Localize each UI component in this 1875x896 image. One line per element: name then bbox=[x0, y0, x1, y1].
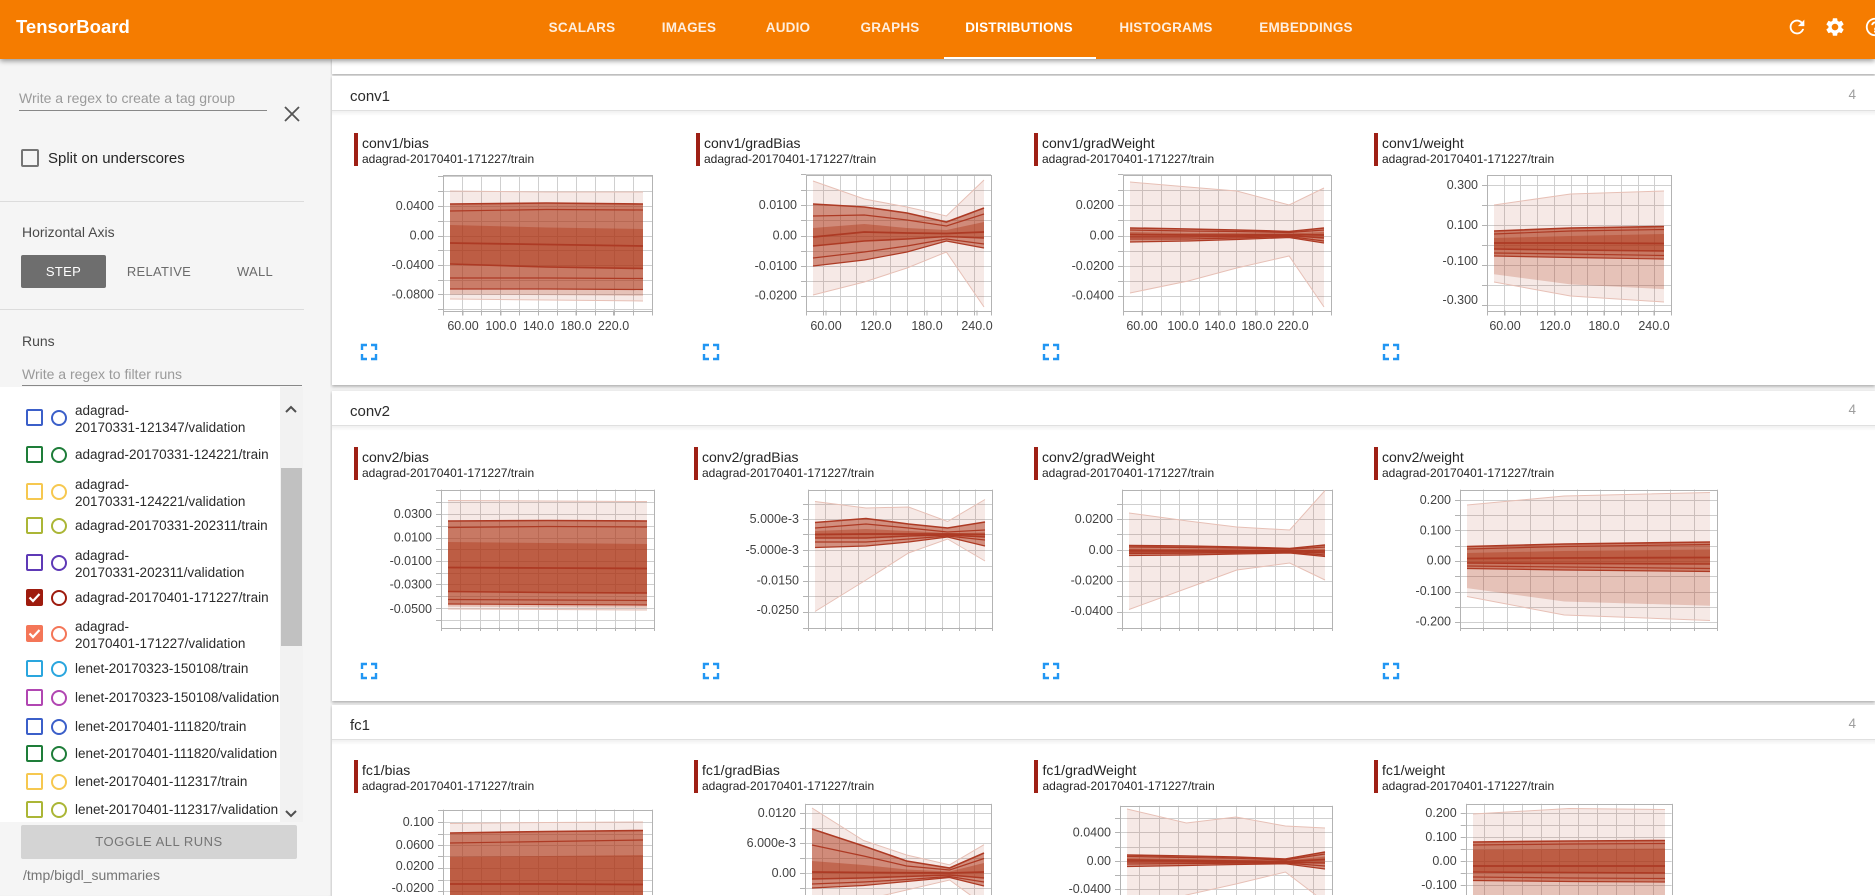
svg-text:-0.0100: -0.0100 bbox=[390, 554, 432, 568]
svg-text:240.0: 240.0 bbox=[961, 319, 992, 333]
svg-text:-0.0200: -0.0200 bbox=[392, 881, 434, 895]
svg-text:0.100: 0.100 bbox=[1447, 218, 1478, 232]
svg-text:0.0200: 0.0200 bbox=[396, 859, 434, 873]
svg-text:0.0100: 0.0100 bbox=[394, 531, 432, 545]
svg-text:-0.0100: -0.0100 bbox=[755, 259, 797, 273]
svg-text:-0.0250: -0.0250 bbox=[757, 603, 799, 617]
svg-text:180.0: 180.0 bbox=[1241, 319, 1272, 333]
svg-text:240.0: 240.0 bbox=[1638, 319, 1669, 333]
svg-text:0.00: 0.00 bbox=[772, 866, 796, 880]
svg-text:0.00: 0.00 bbox=[1087, 854, 1111, 868]
svg-text:-0.100: -0.100 bbox=[1416, 584, 1451, 598]
svg-text:0.0200: 0.0200 bbox=[1076, 198, 1114, 212]
svg-text:60.00: 60.00 bbox=[810, 319, 841, 333]
svg-text:140.0: 140.0 bbox=[523, 319, 554, 333]
svg-text:-0.0150: -0.0150 bbox=[757, 574, 799, 588]
svg-text:-0.100: -0.100 bbox=[1443, 254, 1478, 268]
svg-text:0.00: 0.00 bbox=[410, 229, 434, 243]
svg-text:0.300: 0.300 bbox=[1447, 178, 1478, 192]
svg-text:-0.0400: -0.0400 bbox=[1072, 289, 1114, 303]
svg-text:0.0400: 0.0400 bbox=[396, 199, 434, 213]
svg-text:60.00: 60.00 bbox=[447, 319, 478, 333]
svg-text:-5.000e-3: -5.000e-3 bbox=[745, 543, 799, 557]
svg-text:0.0200: 0.0200 bbox=[1075, 512, 1113, 526]
svg-text:60.00: 60.00 bbox=[1489, 319, 1520, 333]
svg-text:-0.0400: -0.0400 bbox=[392, 258, 434, 272]
svg-text:-0.0200: -0.0200 bbox=[755, 289, 797, 303]
svg-text:180.0: 180.0 bbox=[911, 319, 942, 333]
svg-text:220.0: 220.0 bbox=[598, 319, 629, 333]
svg-text:-0.0200: -0.0200 bbox=[1072, 259, 1114, 273]
svg-text:-0.0400: -0.0400 bbox=[1069, 882, 1111, 895]
svg-text:120.0: 120.0 bbox=[860, 319, 891, 333]
svg-text:5.000e-3: 5.000e-3 bbox=[750, 512, 799, 526]
svg-text:0.00: 0.00 bbox=[1432, 854, 1456, 868]
svg-text:0.100: 0.100 bbox=[403, 815, 434, 829]
svg-text:0.0100: 0.0100 bbox=[759, 198, 797, 212]
svg-text:0.0120: 0.0120 bbox=[758, 806, 796, 820]
svg-text:0.100: 0.100 bbox=[1425, 830, 1456, 844]
svg-text:-0.200: -0.200 bbox=[1416, 615, 1451, 629]
svg-text:-0.0500: -0.0500 bbox=[390, 602, 432, 616]
svg-text:-0.0200: -0.0200 bbox=[1071, 574, 1113, 588]
svg-text:0.0300: 0.0300 bbox=[394, 507, 432, 521]
svg-text:180.0: 180.0 bbox=[1588, 319, 1619, 333]
svg-text:120.0: 120.0 bbox=[1539, 319, 1570, 333]
svg-text:-0.300: -0.300 bbox=[1443, 293, 1478, 307]
svg-text:180.0: 180.0 bbox=[560, 319, 591, 333]
svg-text:-0.100: -0.100 bbox=[1421, 878, 1456, 892]
svg-text:100.0: 100.0 bbox=[1167, 319, 1198, 333]
svg-text:0.0600: 0.0600 bbox=[396, 838, 434, 852]
svg-text:0.200: 0.200 bbox=[1425, 806, 1456, 820]
svg-text:60.00: 60.00 bbox=[1126, 319, 1157, 333]
svg-text:-0.0300: -0.0300 bbox=[390, 578, 432, 592]
svg-text:0.00: 0.00 bbox=[773, 229, 797, 243]
svg-text:0.0400: 0.0400 bbox=[1073, 825, 1111, 839]
svg-text:140.0: 140.0 bbox=[1204, 319, 1235, 333]
svg-text:0.00: 0.00 bbox=[1427, 554, 1451, 568]
svg-text:6.000e-3: 6.000e-3 bbox=[747, 836, 796, 850]
svg-text:220.0: 220.0 bbox=[1277, 319, 1308, 333]
svg-text:100.0: 100.0 bbox=[485, 319, 516, 333]
svg-text:-0.0400: -0.0400 bbox=[1071, 604, 1113, 618]
svg-text:0.200: 0.200 bbox=[1420, 493, 1451, 507]
svg-text:-0.0800: -0.0800 bbox=[392, 288, 434, 302]
svg-text:0.100: 0.100 bbox=[1420, 524, 1451, 538]
svg-text:0.00: 0.00 bbox=[1090, 229, 1114, 243]
svg-text:0.00: 0.00 bbox=[1089, 543, 1113, 557]
